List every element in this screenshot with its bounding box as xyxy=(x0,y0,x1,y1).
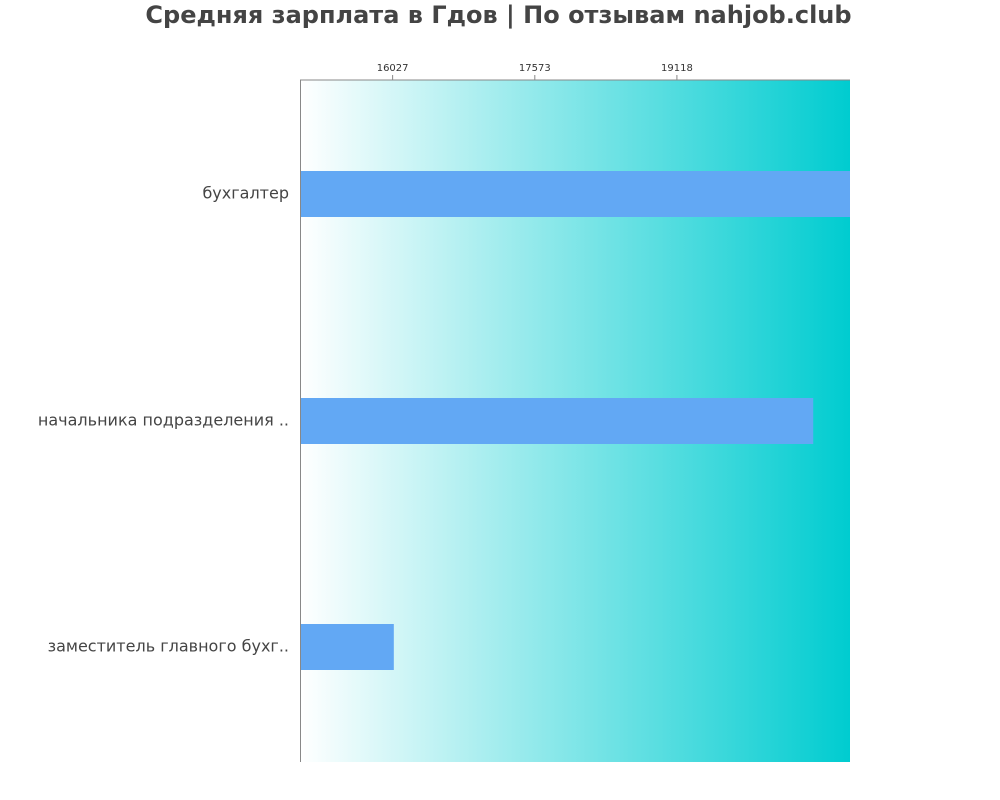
chart-title: Средняя зарплата в Гдов | По отзывам nah… xyxy=(145,1,852,29)
bar-3 xyxy=(300,624,394,670)
x-tick-label-1: 16027 xyxy=(377,63,409,74)
bar-1 xyxy=(300,171,850,217)
category-labels: бухгалтер начальника подразделения .. заме… xyxy=(38,184,289,656)
bar-2 xyxy=(300,398,814,444)
category-label-2: начальника подразделения .. xyxy=(38,411,289,430)
axes xyxy=(300,79,850,762)
x-tick-label-3: 19118 xyxy=(661,63,693,74)
x-tick-label-2: 17573 xyxy=(519,63,551,74)
category-label-1: бухгалтер xyxy=(202,184,289,203)
x-axis-ticks: 16027 17573 19118 xyxy=(377,63,693,80)
category-label-3: заместитель главного бухг.. xyxy=(48,637,289,656)
bars xyxy=(300,171,850,670)
